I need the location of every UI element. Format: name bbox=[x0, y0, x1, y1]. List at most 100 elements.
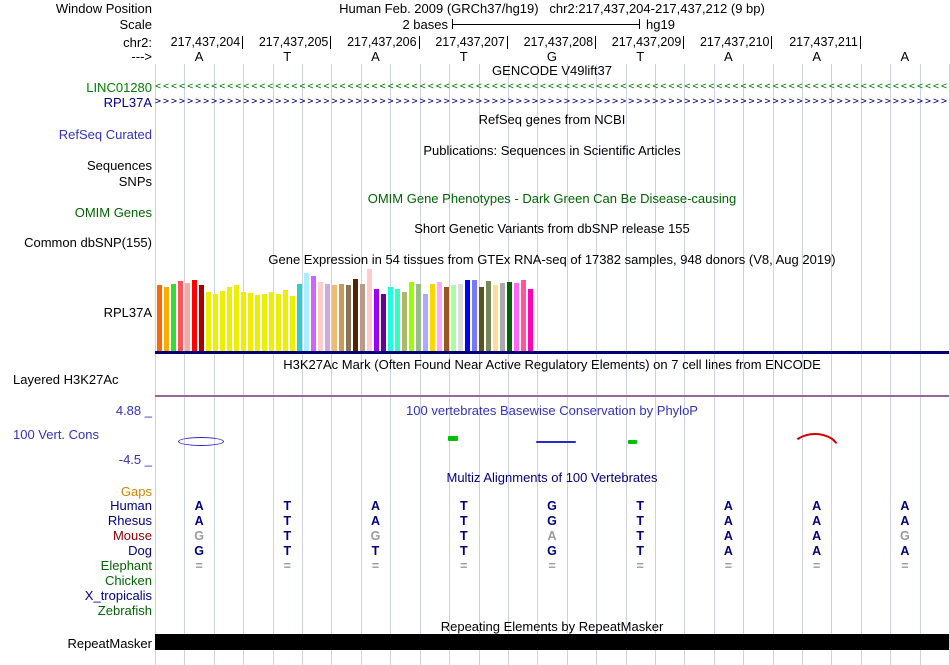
species-label[interactable]: Elephant bbox=[100, 558, 152, 573]
gtex-expression-bar bbox=[479, 287, 484, 351]
phylop-min-label: -4.5 _ bbox=[118, 452, 152, 467]
gtex-expression-bar bbox=[381, 294, 386, 351]
phylop-track-title[interactable]: 100 vertebrates Basewise Conservation by… bbox=[406, 403, 698, 418]
grid-guideline bbox=[272, 64, 274, 665]
reference-base: T bbox=[636, 49, 645, 64]
gtex-expression-chart[interactable] bbox=[157, 269, 536, 351]
chromosome-label: chr2: bbox=[123, 35, 152, 50]
gtex-expression-bar bbox=[318, 282, 323, 351]
phylop-mark bbox=[178, 437, 224, 446]
scale-bar bbox=[452, 19, 640, 29]
snps-label[interactable]: SNPs bbox=[118, 174, 152, 189]
repeatmasker-track-title[interactable]: Repeating Elements by RepeatMasker bbox=[440, 619, 664, 634]
alignment-base: A bbox=[370, 499, 380, 513]
phylop-mark bbox=[448, 436, 458, 441]
species-label[interactable]: Rhesus bbox=[107, 513, 152, 528]
species-label[interactable]: Chicken bbox=[105, 573, 152, 588]
repeat-element-bar[interactable] bbox=[155, 634, 949, 650]
grid-guideline bbox=[419, 64, 421, 665]
refseq-curated-label[interactable]: RefSeq Curated bbox=[58, 127, 152, 142]
phylop-track-label[interactable]: 100 Vert. Cons bbox=[13, 427, 99, 442]
alignment-base: = bbox=[460, 559, 468, 573]
reference-base: A bbox=[900, 49, 910, 64]
grid-guideline bbox=[390, 64, 392, 665]
scale-value: 2 bases bbox=[402, 17, 448, 32]
gtex-expression-bar bbox=[304, 273, 309, 351]
coordinate-label: 217,437,204 bbox=[155, 36, 244, 49]
reference-base: A bbox=[371, 49, 380, 64]
reference-base: G bbox=[546, 49, 558, 64]
dbsnp-label[interactable]: Common dbSNP(155) bbox=[24, 235, 152, 250]
gtex-expression-bar bbox=[269, 292, 274, 351]
alignment-base: = bbox=[195, 559, 203, 573]
h3k27ac-track-label[interactable]: Layered H3K27Ac bbox=[13, 372, 119, 387]
alignment-base: A bbox=[812, 544, 822, 558]
alignment-base: A bbox=[723, 514, 733, 528]
refseq-track-title[interactable]: RefSeq genes from NCBI bbox=[478, 112, 626, 127]
h3k27ac-track-title[interactable]: H3K27Ac Mark (Often Found Near Active Re… bbox=[283, 357, 821, 372]
gtex-expression-bar bbox=[185, 283, 190, 351]
omim-genes-label[interactable]: OMIM Genes bbox=[74, 205, 152, 220]
gtex-expression-bar bbox=[346, 285, 351, 351]
alignment-base: G bbox=[194, 529, 204, 543]
gene-label[interactable]: LINC01280 bbox=[86, 80, 152, 95]
gtex-expression-bar bbox=[430, 284, 435, 351]
alignment-base: A bbox=[723, 499, 733, 513]
gtex-track-title[interactable]: Gene Expression in 54 tissues from GTEx … bbox=[268, 252, 836, 267]
reference-base: T bbox=[459, 49, 468, 64]
gtex-expression-bar bbox=[374, 289, 379, 351]
gtex-expression-bar bbox=[206, 292, 211, 351]
gtex-gene-label[interactable]: RPL37A bbox=[103, 305, 152, 320]
repeatmasker-label[interactable]: RepeatMasker bbox=[67, 636, 152, 651]
gtex-expression-bar bbox=[248, 293, 253, 351]
omim-track-title[interactable]: OMIM Gene Phenotypes - Dark Green Can Be… bbox=[367, 191, 737, 206]
grid-guideline bbox=[860, 64, 862, 665]
species-label[interactable]: Zebrafish bbox=[97, 603, 152, 618]
grid-guideline bbox=[331, 64, 333, 665]
alignment-base: G bbox=[547, 544, 557, 558]
alignment-base: = bbox=[901, 559, 909, 573]
grid-guideline bbox=[360, 64, 362, 665]
alignment-base: T bbox=[459, 514, 468, 528]
alignment-base: A bbox=[194, 514, 204, 528]
alignment-base: = bbox=[283, 559, 291, 573]
grid-guideline bbox=[919, 64, 921, 665]
gene-strand-arrows[interactable]: >>>>>>>>>>>>>>>>>>>>>>>>>>>>>>>>>>>>>>>>… bbox=[155, 96, 949, 107]
grid-guideline bbox=[537, 64, 539, 665]
gtex-expression-bar bbox=[311, 276, 316, 351]
gaps-label[interactable]: Gaps bbox=[120, 484, 152, 499]
gtex-expression-bar bbox=[241, 292, 246, 351]
coordinate-label: 217,437,211 bbox=[773, 36, 861, 49]
alignment-base: T bbox=[283, 514, 292, 528]
multiz-track-title[interactable]: Multiz Alignments of 100 Vertebrates bbox=[446, 470, 658, 485]
gene-label[interactable]: RPL37A bbox=[103, 95, 152, 110]
gtex-expression-bar bbox=[164, 287, 169, 351]
gtex-expression-bar bbox=[360, 284, 365, 351]
species-label[interactable]: Mouse bbox=[112, 528, 152, 543]
phylop-mark bbox=[791, 433, 839, 449]
gtex-expression-bar bbox=[437, 282, 442, 351]
gtex-expression-bar bbox=[528, 289, 533, 351]
gtex-expression-bar bbox=[451, 285, 456, 351]
grid-guideline bbox=[831, 64, 833, 665]
species-label[interactable]: X_tropicalis bbox=[84, 588, 152, 603]
species-label[interactable]: Dog bbox=[128, 543, 152, 558]
sequences-label[interactable]: Sequences bbox=[86, 158, 152, 173]
species-label[interactable]: Human bbox=[110, 498, 152, 513]
gencode-track-title[interactable]: GENCODE V49lift37 bbox=[492, 63, 612, 78]
grid-guideline bbox=[743, 64, 745, 665]
grid-guideline bbox=[478, 64, 480, 665]
dbsnp-track-title[interactable]: Short Genetic Variants from dbSNP releas… bbox=[414, 221, 690, 236]
gtex-expression-bar bbox=[227, 287, 232, 351]
publications-track-title[interactable]: Publications: Sequences in Scientific Ar… bbox=[423, 143, 681, 158]
grid-guideline bbox=[155, 64, 156, 665]
gtex-expression-bar bbox=[367, 269, 372, 351]
coordinate-label: 217,437,209 bbox=[596, 36, 685, 49]
alignment-base: A bbox=[812, 529, 822, 543]
alignment-base: T bbox=[459, 529, 468, 543]
grid-guideline bbox=[596, 64, 598, 665]
reference-base: T bbox=[283, 49, 292, 64]
gtex-baseline bbox=[155, 351, 949, 354]
gene-strand-arrows[interactable]: <<<<<<<<<<<<<<<<<<<<<<<<<<<<<<<<<<<<<<<<… bbox=[155, 81, 949, 92]
gtex-expression-bar bbox=[178, 281, 183, 351]
